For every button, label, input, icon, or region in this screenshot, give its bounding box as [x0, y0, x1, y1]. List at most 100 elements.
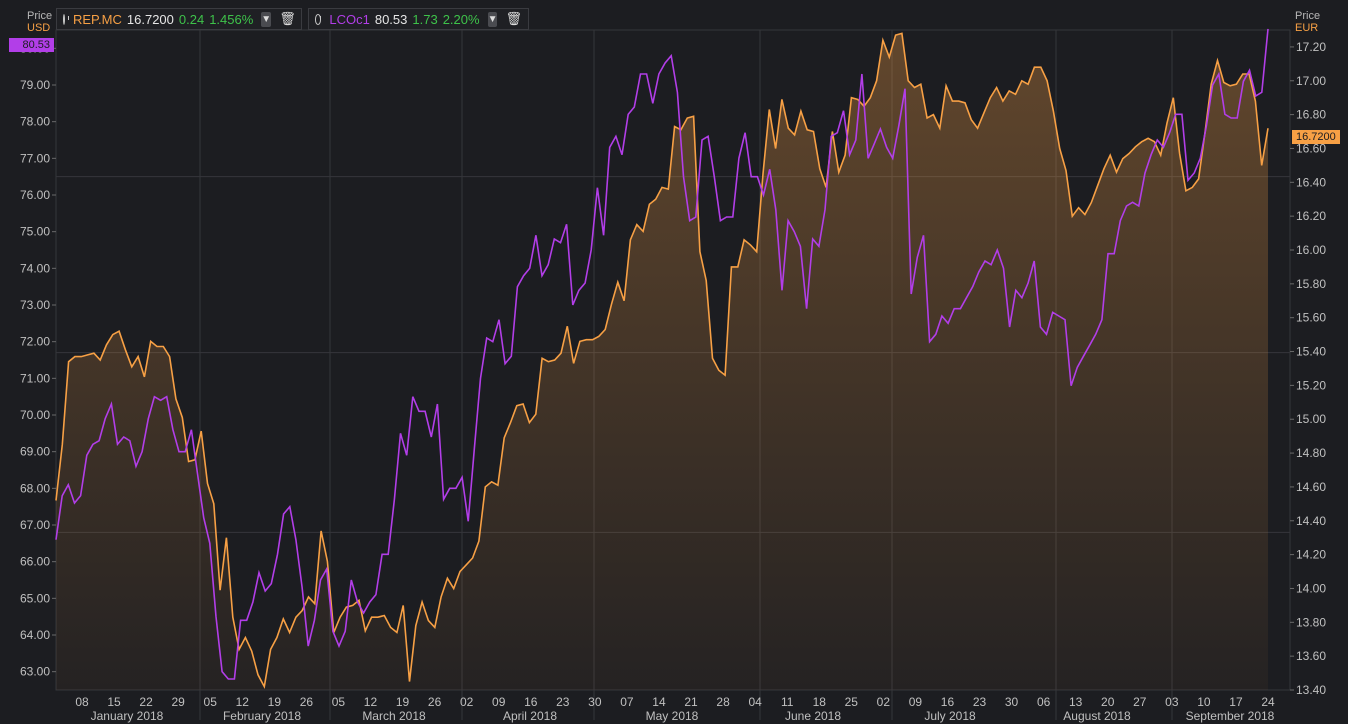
- x-tick-label: 23: [973, 695, 987, 709]
- left-tick-label: 73.00: [20, 298, 50, 312]
- chevron-down-icon[interactable]: ▼: [261, 11, 272, 27]
- left-tick-label: 65.00: [20, 591, 50, 605]
- right-tick-label: 16.40: [1296, 175, 1326, 189]
- x-tick-label: 05: [332, 695, 346, 709]
- x-tick-label: 12: [364, 695, 378, 709]
- x-tick-label: 12: [236, 695, 250, 709]
- x-tick-label: 26: [428, 695, 442, 709]
- left-tick-label: 70.00: [20, 408, 50, 422]
- x-tick-label: 11: [781, 695, 794, 709]
- right-axis-title: Price EUR: [1295, 10, 1320, 34]
- left-tick-label: 69.00: [20, 445, 50, 459]
- rep-series-line[interactable]: [55, 32, 1269, 690]
- legend-rep-last: 16.7200: [126, 11, 174, 27]
- right-tick-label: 16.80: [1296, 108, 1326, 122]
- lco-last-price-tag: 80.53: [9, 38, 54, 52]
- legend-lco[interactable]: LCOc1 80.53 1.73 2.20% ▼ 🗑: [308, 8, 529, 30]
- left-tick-label: 76.00: [20, 188, 50, 202]
- x-tick-label: 22: [139, 695, 153, 709]
- left-tick-label: 63.00: [20, 665, 50, 679]
- x-tick-label: 28: [716, 695, 730, 709]
- rep-last-price-tag: 16.7200: [1292, 130, 1340, 144]
- month-label: January 2018: [91, 709, 164, 723]
- left-axis-label: Price: [27, 10, 53, 22]
- x-tick-label: 09: [909, 695, 923, 709]
- month-label: April 2018: [503, 709, 557, 723]
- x-tick-label: 16: [941, 695, 955, 709]
- left-axis-title: Price USD: [27, 10, 52, 34]
- left-tick-label: 78.00: [20, 115, 50, 129]
- x-tick-label: 02: [877, 695, 891, 709]
- x-tick-label: 02: [460, 695, 474, 709]
- trash-icon[interactable]: 🗑: [505, 11, 522, 26]
- right-axis-currency: EUR: [1295, 22, 1319, 34]
- x-tick-label: 04: [748, 695, 762, 709]
- x-tick-label: 23: [556, 695, 570, 709]
- chevron-down-icon[interactable]: ▼: [487, 11, 498, 27]
- trash-icon[interactable]: 🗑: [279, 11, 296, 26]
- right-tick-label: 15.40: [1296, 345, 1326, 359]
- right-tick-label: 15.80: [1296, 277, 1326, 291]
- x-tick-label: 20: [1101, 695, 1115, 709]
- left-tick-label: 75.00: [20, 225, 50, 239]
- x-tick-label: 08: [75, 695, 89, 709]
- left-tick-label: 77.00: [20, 151, 50, 165]
- x-tick-label: 03: [1165, 695, 1179, 709]
- left-axis-currency: USD: [27, 22, 51, 34]
- left-tick-label: 68.00: [20, 481, 50, 495]
- left-tick-label: 67.00: [20, 518, 50, 532]
- right-tick-label: 15.00: [1296, 412, 1326, 426]
- left-tick-label: 71.00: [20, 371, 50, 385]
- legend-lco-change: 1.73: [412, 11, 438, 27]
- x-tick-label: 14: [652, 695, 666, 709]
- x-tick-label: 09: [492, 695, 506, 709]
- legend-rep-pct: 1.456%: [209, 11, 254, 27]
- right-tick-label: 13.60: [1296, 649, 1326, 663]
- right-tick-label: 16.20: [1296, 209, 1326, 223]
- x-tick-label: 10: [1197, 695, 1211, 709]
- right-axis-label: Price: [1295, 10, 1321, 22]
- left-tick-label: 72.00: [20, 335, 50, 349]
- left-tick-label: 66.00: [20, 555, 50, 569]
- month-label: February 2018: [223, 709, 301, 723]
- right-tick-label: 14.60: [1296, 480, 1326, 494]
- left-tick-label: 64.00: [20, 628, 50, 642]
- month-label: July 2018: [924, 709, 976, 723]
- month-label: March 2018: [362, 709, 426, 723]
- right-tick-label: 13.80: [1296, 615, 1326, 629]
- left-tick-label: 79.00: [20, 78, 50, 92]
- x-tick-label: 30: [1005, 695, 1019, 709]
- x-tick-label: 17: [1229, 695, 1243, 709]
- legend-rep-change: 0.24: [178, 11, 205, 27]
- x-tick-label: 16: [524, 695, 538, 709]
- x-tick-label: 19: [396, 695, 410, 709]
- right-tick-label: 16.60: [1296, 141, 1326, 155]
- right-tick-label: 15.60: [1296, 311, 1326, 325]
- x-tick-label: 29: [171, 695, 185, 709]
- right-y-axis: 13.40 13.60 13.80 14.00 14.20 14.40 14.60 14.80…: [1290, 40, 1326, 697]
- x-tick-label: 06: [1037, 695, 1051, 709]
- left-y-axis: 63.00 64.00 65.00 66.00 67.00 68.00 69.00 70.00…: [20, 41, 56, 679]
- right-tick-label: 13.40: [1296, 683, 1326, 697]
- month-label: May 2018: [646, 709, 699, 723]
- legend-lco-ric: LCOc1: [329, 11, 370, 27]
- left-tick-label: 74.00: [20, 261, 50, 275]
- right-tick-label: 14.20: [1296, 548, 1326, 562]
- x-axis: 08 15 22 29 05 12 19 26 05 12 19 26 02 09 16 23 30 07 14 21…: [75, 695, 1275, 709]
- right-tick-label: 16.00: [1296, 243, 1326, 257]
- month-label: June 2018: [785, 709, 841, 723]
- x-tick-label: 21: [684, 695, 698, 709]
- x-tick-label: 07: [620, 695, 634, 709]
- right-tick-label: 14.80: [1296, 446, 1326, 460]
- x-tick-label: 27: [1133, 695, 1147, 709]
- legend-lco-last: 80.53: [374, 11, 408, 27]
- lco-series-line[interactable]: [55, 28, 1269, 680]
- x-tick-label: 25: [845, 695, 859, 709]
- right-tick-label: 14.40: [1296, 514, 1326, 528]
- clock-icon: [63, 13, 69, 25]
- x-tick-label: 24: [1261, 695, 1275, 709]
- x-axis-months: January 2018 February 2018 March 2018 April…: [91, 709, 1275, 723]
- legend-rep[interactable]: REP.MC 16.7200 0.24 1.456% ▼ 🗑: [56, 8, 302, 30]
- x-tick-label: 13: [1069, 695, 1083, 709]
